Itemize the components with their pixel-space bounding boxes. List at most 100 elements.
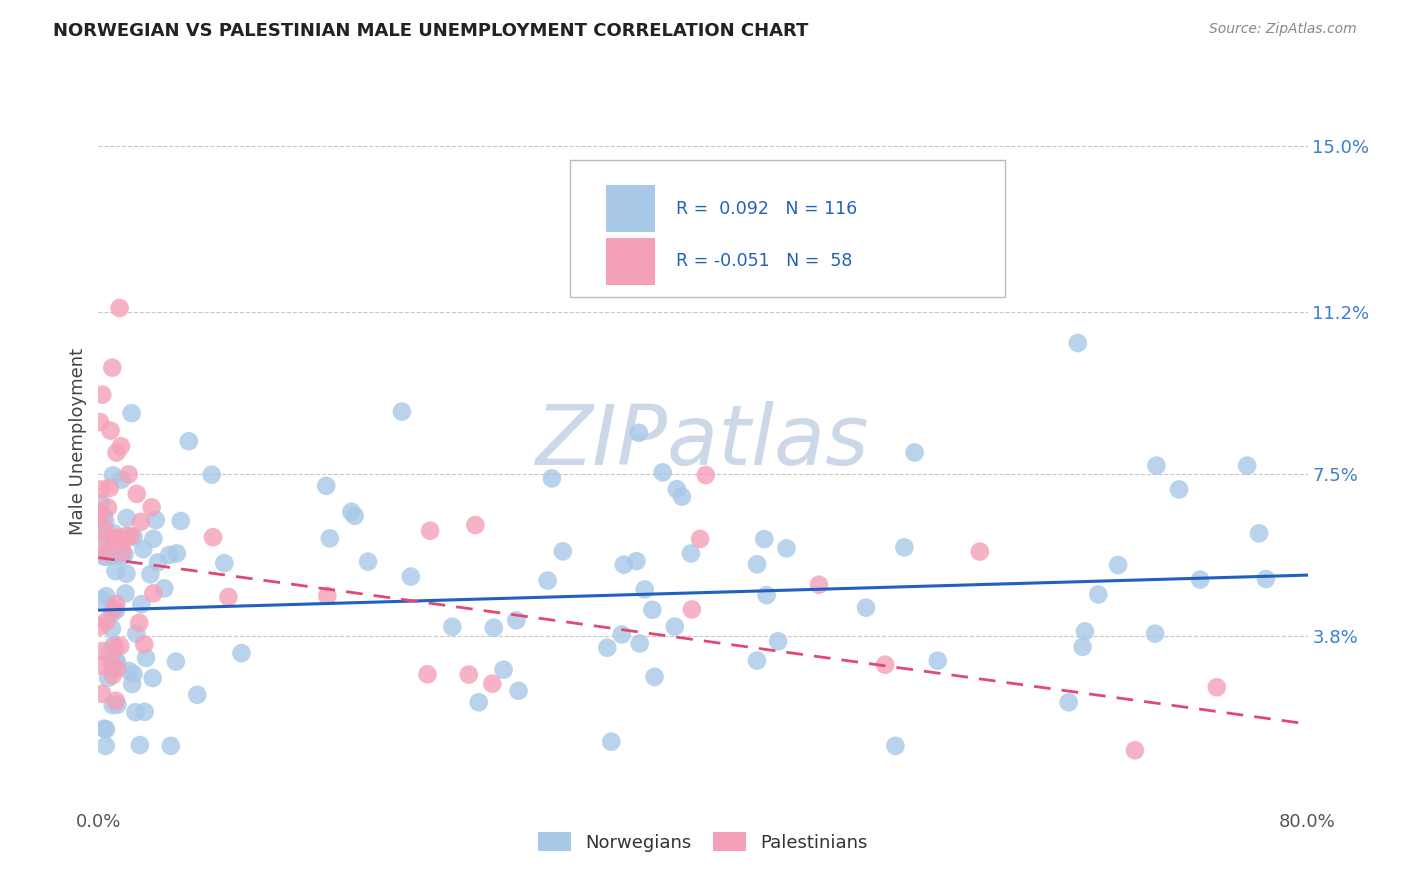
- Point: [343, 508, 366, 523]
- Point: [681, 602, 703, 616]
- Point: [91, 687, 114, 701]
- Point: [91, 527, 114, 541]
- Point: [399, 569, 422, 583]
- Point: [103, 531, 125, 545]
- Point: [118, 467, 141, 482]
- Point: [319, 532, 342, 546]
- Point: [108, 301, 131, 315]
- Point: [98, 481, 121, 495]
- Point: [875, 657, 897, 672]
- Point: [93, 509, 115, 524]
- Point: [100, 549, 122, 563]
- Point: [131, 597, 153, 611]
- Point: [231, 646, 253, 660]
- Point: [315, 479, 337, 493]
- Y-axis label: Male Unemployment: Male Unemployment: [69, 348, 87, 535]
- Point: [101, 660, 124, 674]
- Point: [186, 688, 208, 702]
- Point: [1074, 624, 1097, 639]
- Point: [969, 544, 991, 558]
- Point: [101, 606, 124, 620]
- Point: [153, 582, 176, 596]
- Point: [202, 530, 225, 544]
- Point: [111, 473, 134, 487]
- Point: [893, 541, 915, 555]
- Point: [482, 621, 505, 635]
- Point: [536, 574, 558, 588]
- Point: [134, 705, 156, 719]
- Point: [165, 655, 187, 669]
- Point: [94, 739, 117, 753]
- Point: [201, 467, 224, 482]
- Point: [104, 652, 127, 666]
- Point: [89, 619, 111, 633]
- Point: [100, 424, 122, 438]
- Point: [101, 657, 124, 671]
- Point: [159, 739, 181, 753]
- Point: [93, 521, 115, 535]
- Point: [641, 603, 664, 617]
- Point: [419, 524, 441, 538]
- Point: [98, 647, 121, 661]
- Point: [104, 640, 127, 654]
- FancyBboxPatch shape: [606, 185, 655, 232]
- Point: [94, 549, 117, 564]
- Point: [441, 620, 464, 634]
- Point: [115, 566, 138, 581]
- Text: NORWEGIAN VS PALESTINIAN MALE UNEMPLOYMENT CORRELATION CHART: NORWEGIAN VS PALESTINIAN MALE UNEMPLOYME…: [53, 22, 808, 40]
- Point: [551, 544, 574, 558]
- Point: [139, 567, 162, 582]
- Point: [1067, 336, 1090, 351]
- Point: [1205, 680, 1227, 694]
- Point: [94, 723, 117, 737]
- Point: [111, 549, 134, 564]
- Point: [93, 535, 115, 549]
- Point: [142, 671, 165, 685]
- Point: [90, 483, 112, 497]
- Point: [157, 548, 180, 562]
- Point: [110, 439, 132, 453]
- Point: [357, 555, 380, 569]
- Point: [1071, 640, 1094, 654]
- Point: [1254, 572, 1277, 586]
- Point: [596, 640, 619, 655]
- Point: [505, 613, 527, 627]
- Point: [610, 627, 633, 641]
- Point: [111, 545, 134, 559]
- Text: Source: ZipAtlas.com: Source: ZipAtlas.com: [1209, 22, 1357, 37]
- Point: [855, 600, 877, 615]
- Point: [96, 614, 118, 628]
- Point: [468, 695, 491, 709]
- Point: [101, 698, 124, 713]
- Point: [115, 529, 138, 543]
- Point: [103, 602, 125, 616]
- Point: [125, 487, 148, 501]
- Point: [114, 547, 136, 561]
- Point: [105, 597, 128, 611]
- Point: [124, 705, 146, 719]
- Point: [96, 589, 118, 603]
- Point: [340, 505, 363, 519]
- Point: [132, 542, 155, 557]
- Point: [142, 532, 165, 546]
- Point: [1144, 458, 1167, 473]
- Point: [122, 530, 145, 544]
- Point: [927, 654, 949, 668]
- Point: [671, 490, 693, 504]
- Point: [745, 654, 768, 668]
- Point: [807, 578, 830, 592]
- Point: [695, 468, 717, 483]
- FancyBboxPatch shape: [606, 238, 655, 285]
- Point: [128, 738, 150, 752]
- Point: [600, 734, 623, 748]
- Point: [416, 667, 439, 681]
- Point: [1144, 626, 1167, 640]
- Point: [103, 526, 125, 541]
- Point: [105, 445, 128, 459]
- Point: [541, 471, 564, 485]
- Point: [89, 658, 111, 673]
- Point: [1057, 695, 1080, 709]
- Point: [97, 671, 120, 685]
- Point: [87, 509, 110, 524]
- Point: [104, 533, 127, 547]
